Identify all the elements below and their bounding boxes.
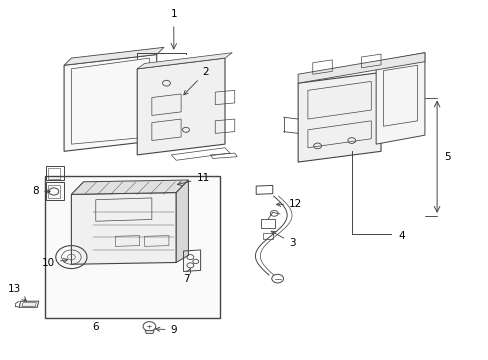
Bar — [45, 182, 64, 200]
Text: 10: 10 — [42, 258, 67, 268]
Bar — [47, 185, 60, 198]
Polygon shape — [298, 53, 424, 83]
Bar — [45, 166, 64, 180]
Text: 4: 4 — [397, 231, 404, 240]
Text: 3: 3 — [271, 231, 295, 248]
Text: 8: 8 — [32, 186, 50, 197]
Polygon shape — [137, 58, 224, 155]
Polygon shape — [298, 72, 380, 162]
Bar — [47, 168, 60, 179]
Polygon shape — [176, 180, 188, 262]
Polygon shape — [375, 53, 424, 144]
Polygon shape — [137, 53, 232, 69]
Text: 2: 2 — [183, 67, 208, 95]
Polygon shape — [145, 330, 154, 333]
Text: 12: 12 — [276, 199, 302, 210]
Polygon shape — [71, 193, 176, 264]
Polygon shape — [19, 301, 39, 307]
Polygon shape — [64, 47, 163, 65]
Text: 5: 5 — [444, 152, 450, 162]
Text: 7: 7 — [183, 268, 190, 284]
Bar — [44, 176, 220, 318]
Text: 11: 11 — [177, 173, 209, 185]
Text: 6: 6 — [92, 322, 99, 332]
Polygon shape — [64, 54, 157, 151]
Polygon shape — [71, 180, 188, 194]
Text: 13: 13 — [8, 284, 26, 301]
Text: 9: 9 — [155, 325, 177, 335]
Text: 1: 1 — [170, 9, 177, 19]
